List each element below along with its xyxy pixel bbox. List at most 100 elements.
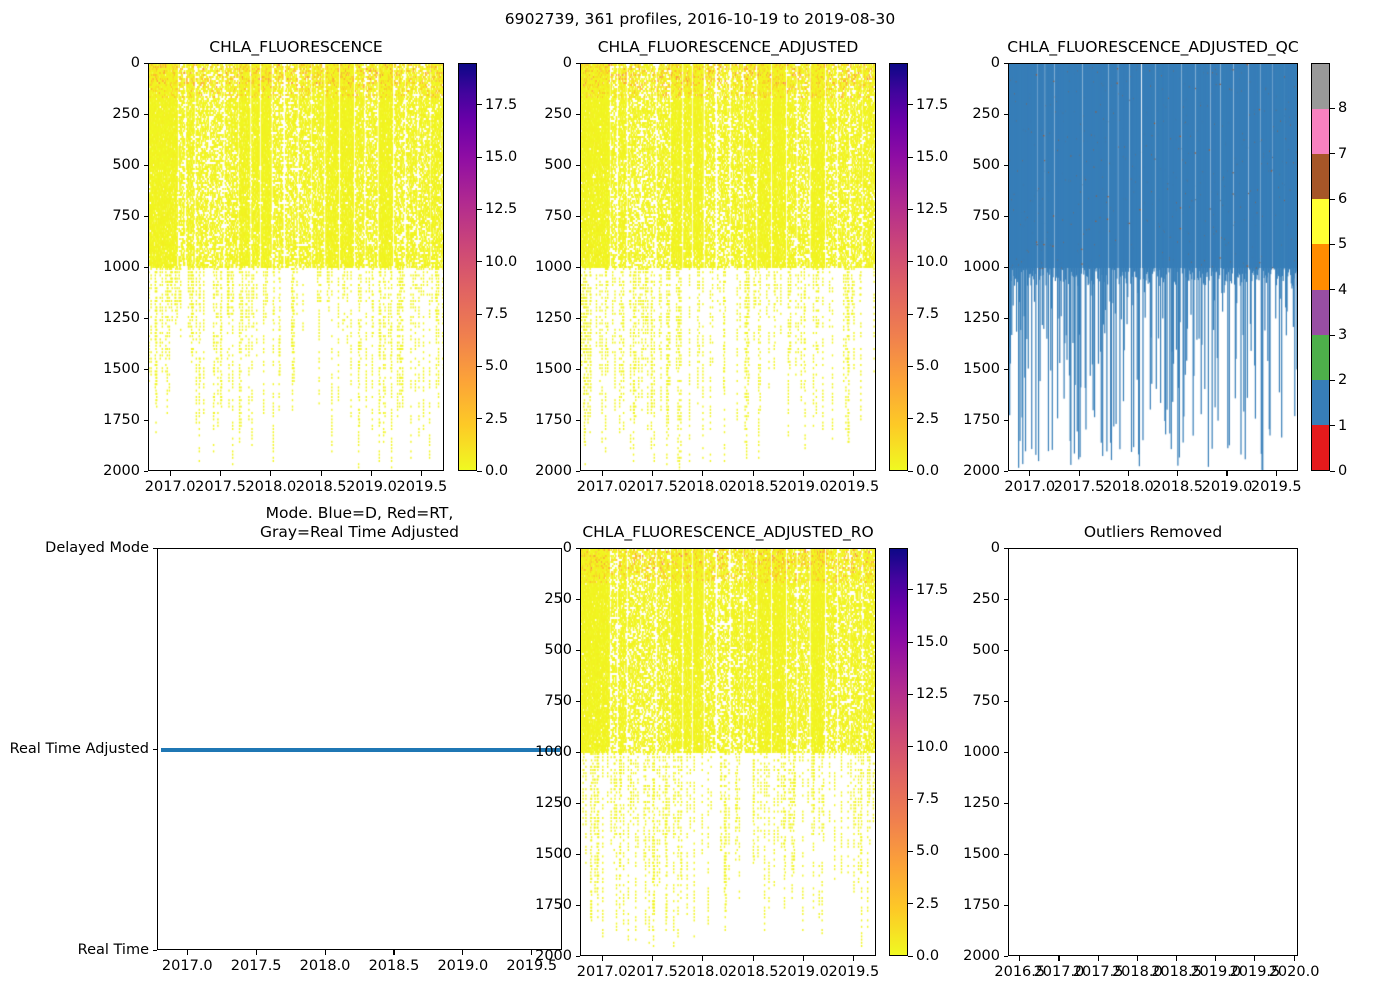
yticklabel-chla_fluorescence_adjusted_ro-4: 1000 [535,744,572,760]
axes-mode [157,548,562,950]
yticklabel-chla_fluorescence_adjusted_ro-6: 1500 [535,846,572,862]
ytick-chla_fluorescence_adjusted_qc-7 [1003,419,1008,421]
axes-title-outliers_removed: Outliers Removed [1083,523,1223,541]
cbar-tick-chla_fluorescence_adjusted_qc-2 [1330,379,1335,381]
ytick-chla_fluorescence-6 [143,368,148,370]
cbar-tick-chla_fluorescence-2 [477,365,482,367]
ytick-chla_fluorescence-2 [143,164,148,166]
cbar-ticklabel-chla_fluorescence_adjusted-0: 0.0 [916,463,940,479]
ytick-mode-1 [152,748,157,750]
ytick-chla_fluorescence-5 [143,317,148,319]
ytick-chla_fluorescence-8 [143,470,148,472]
ytick-chla_fluorescence-0 [143,62,148,64]
ytick-chla_fluorescence_adjusted_qc-2 [1003,164,1008,166]
ytick-chla_fluorescence-3 [143,215,148,217]
cbar-ticklabel-chla_fluorescence_adjusted_ro-2: 5.0 [916,843,940,860]
ytick-chla_fluorescence_adjusted_ro-4 [575,751,580,753]
ytick-chla_fluorescence_adjusted-4 [575,266,580,268]
ytick-chla_fluorescence_adjusted_ro-6 [575,853,580,855]
xticklabel-chla_fluorescence-2: 2018.0 [245,479,297,495]
ytick-chla_fluorescence_adjusted_qc-5 [1003,317,1008,319]
cbar-ticklabel-chla_fluorescence_adjusted_ro-5: 12.5 [916,686,949,703]
xticklabel-chla_fluorescence_adjusted-3: 2018.5 [727,479,779,495]
yticklabel-chla_fluorescence_adjusted-4: 1000 [535,259,572,275]
cbar-tick-chla_fluorescence-0 [477,470,482,472]
cbar-tick-chla_fluorescence_adjusted-7 [908,104,913,106]
yticklabel-mode-2: Real Time [77,942,149,958]
xticklabel-outliers_removed-3: 2018.0 [1111,964,1163,980]
yticklabel-chla_fluorescence_adjusted-0: 0 [562,55,572,71]
xticklabel-chla_fluorescence_adjusted_qc-2: 2018.0 [1102,479,1154,495]
xtick-mode-5 [531,950,533,955]
cbar-ticklabel-chla_fluorescence-0: 0.0 [485,463,509,479]
ytick-chla_fluorescence_adjusted-0 [575,62,580,64]
axes-title-mode-line1: Mode. Blue=D, Red=RT, [265,504,454,522]
colorbar-segment-qc-1 [1312,379,1329,425]
cbar-ticklabel-chla_fluorescence_adjusted-1: 2.5 [916,410,940,427]
colorbar-segment-qc-4 [1312,244,1329,290]
xtick-outliers_removed-4 [1176,956,1178,961]
cbar-tick-chla_fluorescence_adjusted-0 [908,470,913,472]
yticklabel-chla_fluorescence_adjusted_ro-3: 750 [544,693,572,709]
yticklabel-chla_fluorescence_adjusted_ro-7: 1750 [535,897,572,913]
xticklabel-chla_fluorescence_adjusted_qc-1: 2017.5 [1053,479,1105,495]
colorbar-segment-qc-8 [1312,64,1329,110]
data-layer-chla_fluorescence_adjusted_ro [581,549,875,955]
axes-chla_fluorescence [148,63,444,471]
yticklabel-chla_fluorescence_adjusted_qc-7: 1750 [963,412,1000,428]
cbar-ticklabel-chla_fluorescence-5: 12.5 [485,201,518,218]
cbar-tick-chla_fluorescence_adjusted_qc-3 [1330,334,1335,336]
xtick-chla_fluorescence_adjusted_qc-5 [1275,471,1277,476]
cbar-tick-chla_fluorescence_adjusted_ro-4 [908,746,913,748]
xticklabel-chla_fluorescence_adjusted-1: 2017.5 [627,479,678,495]
xticklabel-chla_fluorescence_adjusted-2: 2018.0 [677,479,729,495]
colorbar-chla_fluorescence [458,63,477,471]
yticklabel-chla_fluorescence_adjusted-6: 1500 [535,361,572,377]
xticklabel-chla_fluorescence-1: 2017.5 [195,479,246,495]
axes-title-chla_fluorescence_adjusted_ro: CHLA_FLUORESCENCE_ADJUSTED_RO [582,523,874,541]
cbar-tick-chla_fluorescence_adjusted-1 [908,418,913,420]
cbar-tick-chla_fluorescence_adjusted_qc-4 [1330,289,1335,291]
yticklabel-chla_fluorescence-0: 0 [130,55,140,71]
yticklabel-outliers_removed-4: 1000 [963,744,1000,760]
yticklabel-chla_fluorescence_adjusted_ro-0: 0 [562,540,572,556]
yticklabel-chla_fluorescence-1: 250 [112,106,140,122]
cbar-tick-chla_fluorescence_adjusted-4 [908,261,913,263]
ytick-outliers_removed-0 [1003,547,1008,549]
xtick-outliers_removed-2 [1097,956,1099,961]
yticklabel-chla_fluorescence_adjusted_qc-3: 750 [972,208,1000,224]
xticklabel-chla_fluorescence_adjusted_ro-1: 2017.5 [627,964,678,980]
yticklabel-outliers_removed-8: 2000 [963,948,1000,964]
colorbar-chla_fluorescence_adjusted_qc [1311,63,1330,471]
cbar-ticklabel-chla_fluorescence_adjusted_ro-0: 0.0 [916,948,940,964]
colorbar-segment-qc-5 [1312,199,1329,245]
ytick-chla_fluorescence_adjusted_ro-0 [575,547,580,549]
cbar-ticklabel-chla_fluorescence_adjusted_ro-7: 17.5 [916,581,949,598]
xtick-chla_fluorescence_adjusted_ro-2 [702,956,704,961]
yticklabel-chla_fluorescence_adjusted-5: 1250 [535,310,572,326]
cbar-ticklabel-chla_fluorescence_adjusted_qc-8: 8 [1338,100,1348,117]
cbar-tick-chla_fluorescence_adjusted-6 [908,156,913,158]
xticklabel-chla_fluorescence-3: 2018.5 [295,479,347,495]
data-layer-chla_fluorescence_adjusted [581,64,875,470]
xticklabel-chla_fluorescence_adjusted_ro-0: 2017.0 [576,964,628,980]
yticklabel-chla_fluorescence_adjusted_qc-0: 0 [990,55,1000,71]
ytick-chla_fluorescence_adjusted_ro-1 [575,598,580,600]
yticklabel-chla_fluorescence_adjusted_ro-5: 1250 [535,795,572,811]
xticklabel-mode-2: 2018.0 [299,958,351,974]
profile-scatter-chla_fluorescence_adjusted_ro [581,549,875,955]
xticklabel-outliers_removed-6: 2019.5 [1229,964,1281,980]
ytick-chla_fluorescence_adjusted_qc-1 [1003,113,1008,115]
cbar-tick-chla_fluorescence_adjusted-2 [908,365,913,367]
xtick-outliers_removed-0 [1019,956,1021,961]
yticklabel-outliers_removed-6: 1500 [963,846,1000,862]
yticklabel-mode-0: Delayed Mode [45,540,149,556]
xtick-chla_fluorescence_adjusted_ro-5 [853,956,855,961]
xtick-chla_fluorescence-0 [169,471,171,476]
cbar-tick-chla_fluorescence_adjusted-3 [908,313,913,315]
xtick-chla_fluorescence_adjusted-2 [702,471,704,476]
axes-chla_fluorescence_adjusted_ro [580,548,876,956]
ytick-outliers_removed-5 [1003,802,1008,804]
colorbar-segment-qc-2 [1312,334,1329,380]
ytick-mode-0 [152,547,157,549]
